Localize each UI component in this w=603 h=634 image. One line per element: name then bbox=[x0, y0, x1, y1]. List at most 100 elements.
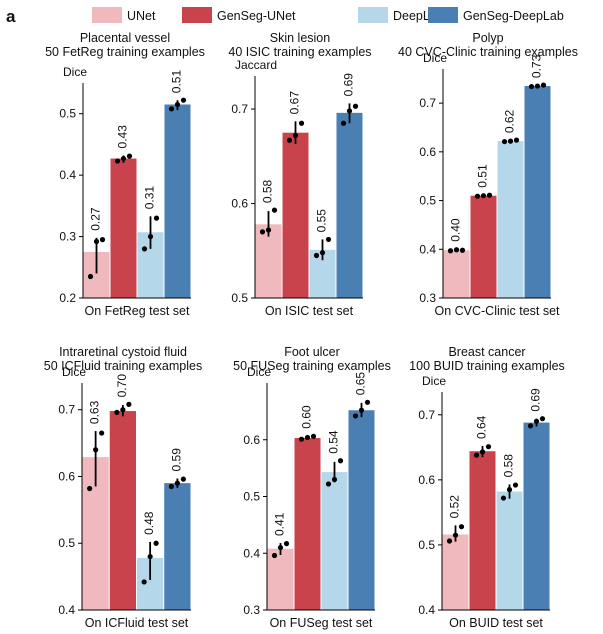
data-point bbox=[486, 192, 493, 198]
data-point bbox=[459, 247, 466, 253]
bar-genseg-unet bbox=[469, 451, 496, 610]
data-point bbox=[126, 401, 132, 407]
bar-deeplab bbox=[321, 472, 348, 610]
data-label: 0.62 bbox=[503, 109, 517, 133]
chart-title-3: Intraretinal cystoid fluid bbox=[59, 345, 187, 359]
y-tick-label: 0.4 bbox=[419, 242, 436, 256]
chart-subtitle-4: 50 FUSeg training examples bbox=[233, 359, 391, 373]
data-point bbox=[271, 207, 278, 213]
data-point bbox=[458, 524, 465, 530]
legend-label-3: GenSeg-DeepLab bbox=[463, 9, 564, 23]
data-point bbox=[474, 193, 481, 199]
data-point bbox=[277, 544, 284, 551]
data-point bbox=[500, 495, 507, 501]
x-axis-label-2: On CVC-Clinic test set bbox=[434, 304, 560, 318]
data-point bbox=[180, 476, 186, 482]
data-point bbox=[452, 532, 459, 538]
data-label: 0.69 bbox=[529, 388, 543, 412]
data-label: 0.43 bbox=[116, 125, 130, 149]
data-label: 0.73 bbox=[530, 54, 544, 78]
data-point bbox=[528, 83, 535, 90]
data-point bbox=[141, 246, 148, 252]
data-point bbox=[168, 106, 175, 112]
data-point bbox=[120, 155, 127, 162]
data-point bbox=[153, 540, 159, 546]
x-axis-label-5: On BUID test set bbox=[449, 616, 543, 630]
y-tick-label: 0.7 bbox=[419, 96, 436, 110]
y-tick-label: 0.5 bbox=[231, 291, 248, 305]
data-label: 0.52 bbox=[448, 495, 462, 519]
x-axis-label-3: On ICFluid test set bbox=[85, 616, 189, 630]
data-point bbox=[340, 120, 347, 126]
y-tick-label: 0.6 bbox=[231, 197, 248, 211]
data-point bbox=[446, 538, 453, 544]
y-tick-label: 0.2 bbox=[59, 291, 76, 305]
data-point bbox=[352, 103, 359, 109]
data-point bbox=[114, 409, 120, 415]
data-point bbox=[325, 481, 332, 487]
data-point bbox=[286, 137, 293, 143]
data-point bbox=[120, 407, 126, 413]
data-label: 0.54 bbox=[327, 430, 341, 454]
data-point bbox=[298, 120, 305, 126]
bar-genseg-deeplab bbox=[336, 112, 363, 298]
data-point bbox=[346, 108, 353, 114]
legend-label-1: GenSeg-UNet bbox=[217, 9, 296, 23]
chart-subtitle-2: 40 CVC-Clinic training examples bbox=[398, 45, 578, 59]
data-point bbox=[480, 193, 487, 199]
data-point bbox=[331, 476, 338, 483]
y-tick-label: 0.5 bbox=[58, 536, 75, 550]
data-label: 0.63 bbox=[88, 400, 102, 424]
data-point bbox=[259, 229, 266, 235]
y-tick-label: 0.6 bbox=[418, 473, 435, 487]
data-point bbox=[147, 553, 153, 560]
x-axis-label-0: On FetReg test set bbox=[85, 304, 190, 318]
data-point bbox=[298, 436, 305, 442]
data-point bbox=[174, 480, 180, 486]
data-point bbox=[292, 132, 299, 139]
data-point bbox=[540, 82, 547, 88]
data-label: 0.55 bbox=[315, 209, 329, 233]
data-label: 0.65 bbox=[354, 372, 368, 396]
data-point bbox=[501, 138, 508, 145]
data-label: 0.58 bbox=[261, 179, 275, 203]
y-tick-label: 0.3 bbox=[419, 291, 436, 305]
y-tick-label: 0.7 bbox=[231, 102, 248, 116]
data-point bbox=[265, 227, 272, 233]
data-point bbox=[304, 434, 311, 441]
data-point bbox=[99, 237, 106, 243]
data-label: 0.27 bbox=[89, 207, 103, 231]
data-label: 0.51 bbox=[476, 164, 490, 188]
y-tick-label: 0.6 bbox=[58, 469, 75, 483]
x-axis-label-1: On ISIC test set bbox=[265, 304, 354, 318]
y-tick-label: 0.4 bbox=[418, 603, 435, 617]
data-label: 0.41 bbox=[273, 512, 287, 536]
bar-unet bbox=[442, 534, 469, 610]
data-point bbox=[447, 248, 454, 254]
data-point bbox=[539, 416, 546, 422]
data-label: 0.67 bbox=[288, 91, 302, 115]
y-axis-label-3: Dice bbox=[62, 365, 86, 379]
data-point bbox=[513, 137, 520, 143]
data-point bbox=[325, 236, 332, 243]
data-label: 0.70 bbox=[115, 374, 129, 398]
data-label: 0.48 bbox=[142, 511, 156, 535]
data-point bbox=[313, 252, 320, 259]
data-label: 0.51 bbox=[170, 70, 184, 94]
chart-subtitle-0: 50 FetReg training examples bbox=[45, 45, 205, 59]
legend-swatch-2 bbox=[358, 7, 388, 23]
bar-unet bbox=[267, 548, 294, 610]
data-point bbox=[352, 413, 359, 419]
bar-unet bbox=[443, 250, 470, 298]
data-point bbox=[87, 485, 93, 492]
legend: UNet GenSeg-UNet DeepLab GenSeg-DeepLab bbox=[92, 7, 564, 23]
y-axis-label-4: Dice bbox=[247, 365, 271, 379]
bar-deeplab bbox=[496, 491, 523, 610]
data-label: 0.40 bbox=[449, 218, 463, 242]
